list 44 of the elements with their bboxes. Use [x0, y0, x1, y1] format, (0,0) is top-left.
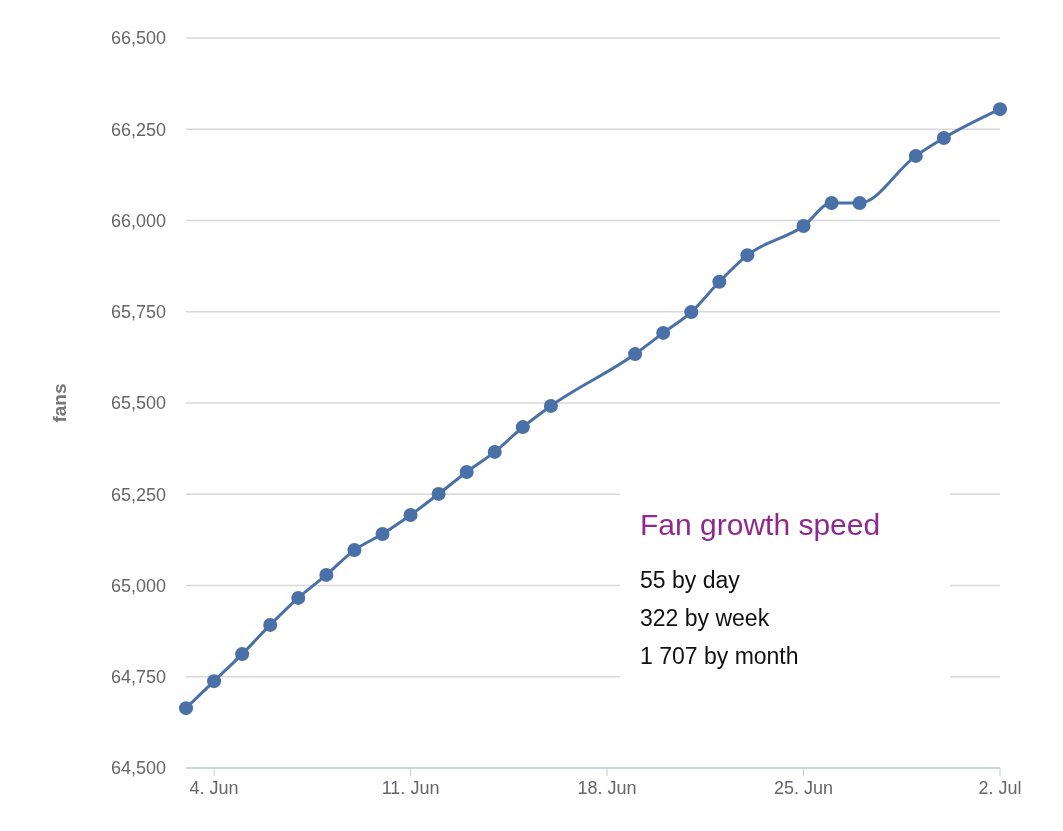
y-tick-label: 64,500: [110, 758, 166, 779]
point: [459, 464, 474, 479]
point: [628, 347, 643, 362]
point: [319, 567, 334, 582]
point: [740, 248, 755, 263]
annotation: Fan growth speed: [640, 508, 881, 541]
point: [179, 701, 193, 716]
y-tick-label: 65,500: [110, 393, 166, 414]
x-tick-label: 18. Jun: [577, 778, 637, 798]
point: [936, 131, 951, 146]
point: [908, 148, 923, 163]
point: [403, 508, 418, 523]
point: [347, 543, 362, 558]
point: [291, 590, 306, 605]
point: [431, 486, 446, 501]
point: [235, 647, 250, 662]
y-axis-title: fans: [49, 383, 70, 423]
point: [824, 195, 839, 210]
point: [207, 674, 222, 689]
point: [796, 218, 811, 233]
y-tick-label: 65,750: [110, 302, 166, 323]
point: [375, 527, 390, 542]
y-tick-label: 64,750: [110, 667, 166, 688]
annotation: 55 by day: [640, 567, 741, 593]
point: [852, 195, 867, 210]
point: [712, 274, 727, 289]
point: [656, 325, 671, 340]
x-tick-label: 11. Jun: [381, 778, 440, 798]
point: [543, 398, 558, 413]
x-tick-label: 25. Jun: [773, 778, 834, 798]
point: [684, 305, 699, 320]
y-tick-label: 66,000: [110, 210, 166, 231]
y-tick-label: 65,250: [110, 484, 166, 505]
y-tick-label: 65,000: [110, 575, 166, 596]
annotation: 322 by week: [640, 605, 770, 631]
point: [993, 102, 1007, 117]
y-tick-label: 66,500: [110, 28, 166, 49]
x-tick-label: 2. Jul: [978, 778, 1022, 798]
annotation: 1 707 by month: [640, 643, 799, 669]
point: [487, 444, 502, 459]
point: [515, 420, 530, 435]
point: [263, 617, 278, 632]
y-tick-label: 66,250: [110, 119, 166, 140]
x-tick-label: 4. Jun: [189, 778, 239, 798]
